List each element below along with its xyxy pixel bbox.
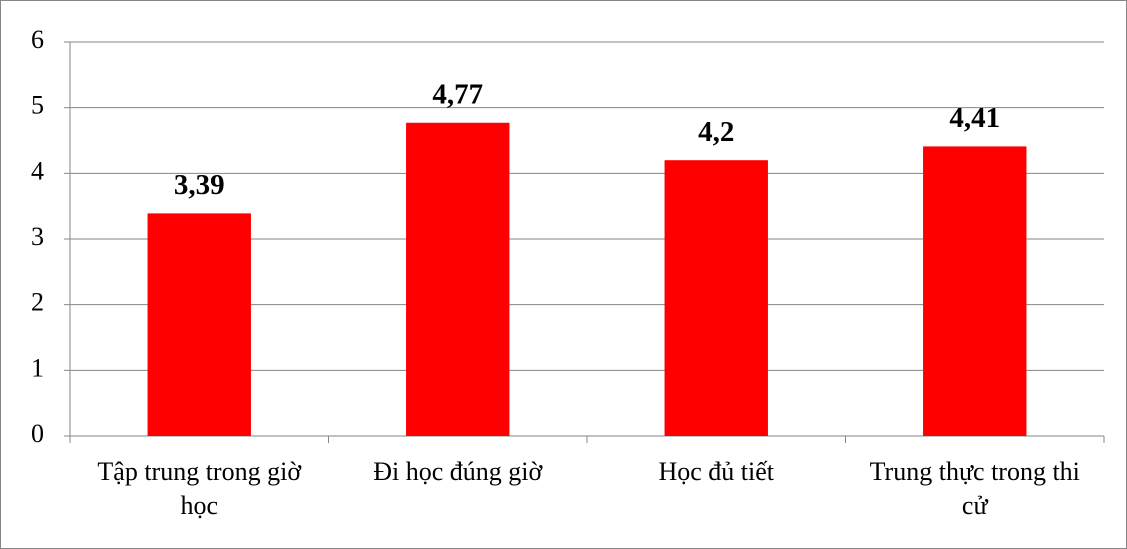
- bar: [147, 213, 251, 436]
- bar: [406, 122, 510, 437]
- y-tick-label: 6: [31, 25, 44, 54]
- y-tick-label: 4: [31, 156, 44, 185]
- value-label: 4,2: [698, 116, 734, 148]
- value-label: 4,41: [949, 102, 1000, 134]
- y-tick-label: 1: [31, 353, 44, 382]
- x-tick-label: Học đủ tiết: [658, 457, 775, 486]
- value-label: 4,77: [432, 78, 483, 110]
- bar: [664, 160, 768, 436]
- x-tick-label: Tập trung trong giờ học: [97, 457, 302, 520]
- bar: [923, 146, 1027, 436]
- x-tick-label: Trung thực trong thi cử: [869, 457, 1080, 520]
- y-tick-label: 0: [31, 419, 44, 448]
- value-label: 3,39: [174, 169, 225, 201]
- y-tick-label: 3: [31, 222, 44, 251]
- y-tick-label: 2: [31, 288, 44, 317]
- x-tick-label: Đi học đúng giờ: [373, 457, 543, 486]
- y-tick-label: 5: [31, 91, 44, 120]
